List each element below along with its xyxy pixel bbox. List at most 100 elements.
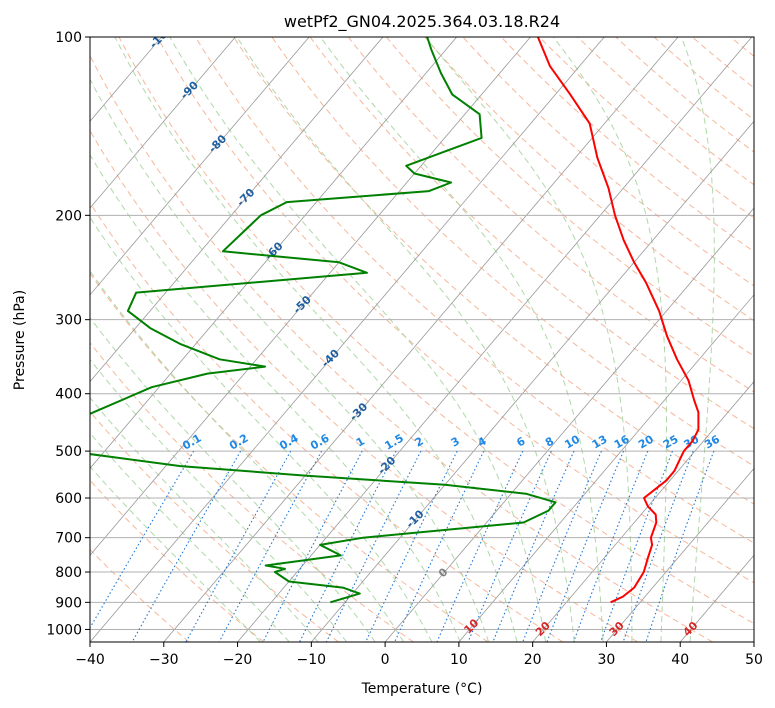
- x-tick-label: 0: [381, 652, 390, 668]
- y-tick-label: 700: [55, 531, 82, 547]
- x-tick-label: −20: [223, 652, 253, 668]
- dry-adiabat: [386, 37, 754, 357]
- dry-adiabat: [118, 37, 754, 625]
- mixing-ratio-label: 4: [475, 434, 488, 449]
- isotherm-label: -70: [234, 186, 257, 209]
- background-lines: [90, 37, 775, 642]
- mixing-ratio-line: [218, 450, 323, 642]
- dry-adiabat: [539, 37, 754, 219]
- x-tick-label: 10: [450, 652, 468, 668]
- isotherm: [163, 37, 679, 642]
- moist-adiabat: [90, 269, 404, 642]
- line-labels: 0.1 0.2 0.4 0.6 1 1.5 2 3 4 6 8 10 13 16 20 25 30 36-100-…: [147, 37, 722, 639]
- isotherm: [90, 37, 310, 296]
- y-axis-label: Pressure (hPa): [12, 290, 28, 390]
- isotherm: [311, 120, 754, 642]
- x-axis-label: Temperature (°C): [361, 681, 483, 697]
- dry-adiabat: [653, 37, 754, 121]
- dry-adiabat: [90, 201, 564, 642]
- moist-adiabat: [90, 154, 461, 642]
- dry-adiabat: [769, 37, 775, 642]
- dry-adiabat: [156, 37, 754, 584]
- mixing-ratio-label: 6: [514, 434, 527, 449]
- x-tick-label: 50: [745, 652, 763, 668]
- moist-adiabat: [90, 432, 290, 642]
- isotherm-label: -90: [178, 78, 201, 101]
- isotherm: [90, 37, 384, 383]
- mixing-ratio-label: 10: [562, 432, 582, 451]
- mixing-ratio-line: [546, 450, 625, 642]
- dry-adiabat: [615, 37, 754, 153]
- dry-adiabat: [90, 129, 639, 642]
- mixing-ratio-line: [131, 450, 242, 642]
- mixing-ratio-label: 2: [413, 435, 426, 450]
- dry-adiabat: [233, 37, 754, 505]
- y-axis: 100 200 300 400 500 600 700 800 900 1000: [46, 30, 90, 638]
- mixing-ratio-line: [90, 450, 195, 629]
- dry-adiabat: [577, 37, 754, 186]
- chart-title: wetPf2_GN04.2025.364.03.18.R24: [284, 12, 560, 32]
- moist-adiabat: [90, 316, 376, 642]
- isotherm: [606, 467, 754, 642]
- mixing-ratio-line: [262, 450, 363, 642]
- isotherm-label: -10: [403, 507, 426, 530]
- mixing-ratio-line: [572, 450, 649, 642]
- moist-adiabat: [90, 78, 490, 642]
- dry-adiabat: [90, 548, 190, 642]
- isotherm: [90, 37, 236, 209]
- mixing-ratio-line: [622, 450, 694, 642]
- isotherm-label: -30: [347, 400, 370, 423]
- isotherm: [532, 380, 754, 642]
- x-tick-label: 20: [524, 652, 542, 668]
- isotherm-label: -20: [375, 454, 398, 477]
- y-tick-label: 100: [55, 30, 82, 46]
- dry-adiabat: [90, 479, 265, 642]
- mixing-ratio-label: 8: [543, 435, 556, 450]
- mixing-ratio-label: 25: [661, 433, 681, 452]
- dry-adiabat: [309, 37, 754, 430]
- mixing-ratio-line: [299, 450, 397, 642]
- plot-frame: [89, 36, 755, 643]
- mixing-ratio-label: 1: [354, 435, 367, 450]
- isotherm: [90, 37, 531, 556]
- x-axis: −40 −30 −20 −10 0 10 20 30 40 50: [75, 642, 763, 668]
- dry-adiabat: [90, 272, 489, 642]
- mixing-ratio-line: [645, 450, 715, 642]
- mixing-ratio-label: 0.2: [227, 432, 250, 453]
- x-tick-label: 40: [671, 652, 689, 668]
- moist-adiabat: [236, 37, 575, 642]
- dry-adiabat: [271, 37, 754, 467]
- y-tick-label: 1000: [46, 622, 82, 638]
- x-tick-label: 30: [598, 652, 616, 668]
- dry-adiabat: [730, 37, 754, 57]
- mixing-ratio-line: [522, 450, 602, 642]
- mixing-ratio-line: [365, 450, 458, 642]
- mixing-ratio-label: 0.6: [308, 431, 332, 452]
- mixing-ratio-line: [394, 450, 485, 642]
- y-tick-label: 400: [55, 387, 82, 403]
- mixing-ratio-label: 3: [449, 435, 462, 450]
- moist-adiabat: [114, 37, 518, 642]
- moist-adiabat: [552, 37, 667, 642]
- dry-adiabat: [462, 37, 754, 287]
- moist-adiabat: [90, 216, 433, 642]
- isotherm-label: -40: [319, 346, 342, 369]
- isotherm-label: -80: [206, 132, 229, 155]
- dry-adiabat: [194, 37, 754, 544]
- mixing-ratio-line: [185, 450, 292, 642]
- mixing-ratio-label: 16: [612, 432, 632, 451]
- moist-adiabat: [90, 396, 319, 642]
- moist-adiabat: [424, 37, 633, 642]
- dry-adiabat: [90, 341, 414, 642]
- mixing-ratio-label: 13: [590, 433, 610, 452]
- moist-adiabat: [680, 37, 715, 642]
- x-tick-label: −40: [75, 652, 105, 668]
- y-tick-label: 900: [55, 595, 82, 611]
- isotherm: [237, 37, 753, 642]
- x-tick-label: −30: [149, 652, 179, 668]
- isotherm: [679, 554, 754, 642]
- isotherm: [458, 294, 754, 642]
- mixing-ratio-label: 0.4: [277, 431, 301, 452]
- temperature-profile: [536, 37, 700, 604]
